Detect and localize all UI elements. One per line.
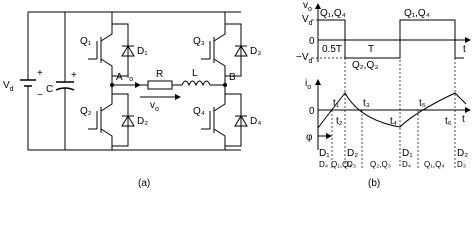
conduction-top: D₁ [319, 148, 330, 159]
label-sub: o [129, 76, 133, 83]
q-label: Q₁ [80, 36, 92, 47]
label-main: v [150, 100, 155, 111]
igbt-q3-q4 [201, 12, 226, 150]
page: Full-bridge inverter {"circuit": {"sourc… [3, 0, 471, 189]
conduction-bottom: Q₂,Q₃ [370, 160, 391, 169]
io-axis-label: io [305, 78, 311, 91]
period: T [368, 44, 374, 55]
leg-right [201, 12, 248, 150]
conduction-bottom: D₃ [347, 160, 356, 169]
time-label: t₂ [336, 116, 343, 127]
conduction-top: D₂ [457, 148, 468, 159]
leg-left [88, 12, 135, 150]
q-label: Q₃ [193, 36, 205, 47]
diode-wiring-left [112, 23, 129, 147]
vo-axis-label: vo [303, 0, 312, 13]
vd-label: Vd [302, 14, 313, 27]
q-label: Q₄ [193, 106, 205, 117]
axes [315, 3, 471, 150]
conduction-top: D₁ [402, 148, 413, 159]
label-sub: o [155, 106, 159, 113]
igbt-q1-q2 [88, 12, 113, 150]
source-label: Vd [3, 80, 14, 93]
time-guides [331, 20, 456, 168]
t-top: t [463, 44, 466, 55]
label-main: −V [296, 52, 309, 63]
voltage-label: vo [150, 100, 159, 113]
diode-wiring-right [225, 23, 242, 147]
label-main: V [3, 80, 10, 91]
resistor-label: R [156, 69, 163, 80]
load [112, 80, 225, 100]
label-main: i [127, 70, 129, 81]
battery [20, 79, 36, 87]
d-label: D₂ [137, 116, 148, 127]
caption: (b) [368, 178, 380, 189]
on-neg: Q₂,Q₃ [352, 60, 378, 71]
t-bottom: t [462, 114, 465, 125]
d-label: D₃ [250, 46, 261, 57]
time-label: t₅ [419, 98, 426, 109]
capacitor [55, 81, 75, 91]
time-label: t₁ [333, 98, 340, 109]
label-sub: d [309, 20, 313, 27]
label-main: V [302, 14, 309, 25]
io-wave [317, 92, 467, 129]
diodes-left [121, 45, 135, 127]
phi: φ [306, 132, 313, 143]
q-label: Q₂ [80, 106, 92, 117]
caption: (a) [138, 178, 150, 189]
node-a: A [116, 72, 123, 83]
label-sub: d [10, 86, 14, 93]
conduction-bottom: D₃ [457, 160, 466, 169]
circuit-wiring [20, 11, 241, 151]
time-label: t₃ [363, 98, 370, 109]
half-period: 0.5T [322, 44, 342, 55]
time-label: t₆ [445, 116, 452, 127]
inductor-label: L [192, 68, 198, 79]
zero-bottom: 0 [309, 106, 315, 117]
cap-plus: + [71, 70, 77, 81]
node-a-dot [110, 83, 114, 87]
cap-label: C [46, 84, 53, 95]
d-label: D₄ [250, 116, 261, 127]
resistor [147, 80, 173, 90]
vo-wave [318, 19, 464, 59]
label-main: v [303, 0, 308, 11]
inductor [181, 80, 211, 87]
on-pos: Q₁,Q₄ [320, 8, 346, 19]
current-label: io [127, 70, 133, 83]
conduction-top: D₂ [347, 148, 358, 159]
conduction-bottom-row: D₄ Q₁,Q₄ D₃ Q₂,Q₃ D₄ Q₁,Q₄ D₃ [319, 160, 466, 169]
node-b: B [229, 72, 236, 83]
body: Vd + − C + Q₁ D₁ Q₂ D₂ Q₃ D₃ Q₄ D₄ A B i… [3, 0, 471, 189]
diodes-right [234, 45, 248, 127]
conduction-bottom: D₄ [402, 160, 411, 169]
conduction-bottom: D₄ [319, 160, 328, 169]
minus: − [37, 90, 43, 101]
level-guides [312, 19, 345, 59]
d-label: D₁ [137, 46, 148, 57]
plus: + [37, 68, 43, 79]
diagram: Vd + − C + Q₁ D₁ Q₂ D₂ Q₃ D₃ Q₄ D₄ A B i… [3, 0, 471, 189]
conduction-bottom: Q₁,Q₄ [331, 160, 352, 169]
label-main: i [305, 78, 307, 89]
zero-top: 0 [309, 36, 315, 47]
neg-vd-label: −Vd [296, 52, 313, 65]
rails [27, 11, 241, 151]
label-sub: o [308, 6, 312, 13]
time-label: t₄ [390, 116, 397, 127]
conduction-bottom: Q₁,Q₄ [424, 160, 445, 169]
label-sub: d [309, 58, 313, 65]
on-pos: Q₁,Q₄ [404, 8, 430, 19]
label-sub: o [307, 84, 311, 91]
node-b-dot [223, 83, 227, 87]
